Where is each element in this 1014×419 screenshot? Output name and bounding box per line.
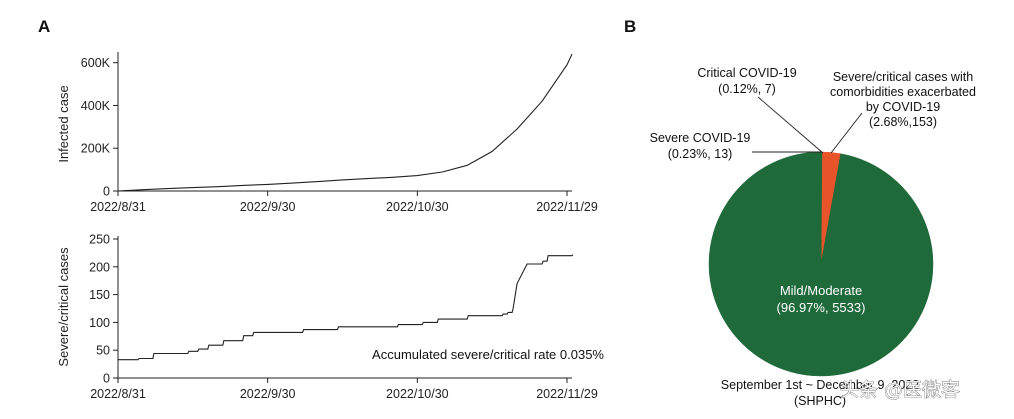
severe-y-tick-label: 150 — [89, 288, 110, 302]
comorbid-value: (2.68%,153) — [869, 115, 937, 129]
date-range-footnote: September 1st ~ December 9, 2022 — [721, 378, 919, 392]
severe-y-tick-label: 100 — [89, 316, 110, 330]
watermark-text: 头条 @医微客 — [840, 379, 960, 401]
comorbid-label-line-1: Severe/critical cases with — [833, 70, 973, 84]
comorbid-label-line-2: comorbidities exacerbated — [830, 85, 976, 99]
severe-cases-chart: 0 50 100 150 200 250 2022/8/31 2022/9/30 2022/1… — [56, 233, 604, 402]
infected-y-tick-label: 0 — [103, 185, 110, 199]
severe-y-ticks: 0 50 100 150 200 250 — [89, 233, 118, 386]
comorbid-label-line-3: by COVID-19 — [866, 100, 940, 114]
critical-label: Critical COVID-19 — [697, 66, 796, 80]
pie-slice-mild — [708, 151, 934, 377]
mild-label: Mild/Moderate — [780, 283, 862, 298]
severe-x-ticks: 2022/8/31 2022/9/30 2022/10/30 2022/11/29 — [90, 378, 598, 401]
infected-axes — [117, 52, 572, 192]
severe-x-tick-label: 2022/8/31 — [90, 387, 146, 401]
comorbid-leader-line — [830, 112, 863, 154]
infected-y-tick-label: 200K — [81, 142, 111, 156]
severe-y-label: Severe/critical cases — [56, 247, 71, 367]
panel-a-letter: A — [38, 17, 50, 36]
infected-x-tick-label: 2022/10/30 — [386, 200, 449, 214]
panel-b-letter: B — [624, 17, 636, 36]
infected-y-tick-label: 400K — [81, 99, 111, 113]
severe-y-tick-label: 250 — [89, 233, 110, 247]
infected-y-label: Infected case — [56, 85, 71, 162]
infected-y-ticks: 0 200K 400K 600K — [81, 56, 118, 199]
severe-series-line — [118, 254, 574, 361]
severe-x-tick-label: 2022/9/30 — [240, 387, 296, 401]
severe-x-tick-label: 2022/11/29 — [536, 387, 598, 401]
severe-label: Severe COVID-19 — [650, 131, 751, 145]
severe-y-tick-label: 200 — [89, 260, 110, 274]
pie-slices — [708, 151, 934, 377]
infected-x-tick-label: 2022/8/31 — [90, 200, 146, 214]
infected-x-tick-label: 2022/9/30 — [240, 200, 296, 214]
severe-value: (0.23%, 13) — [668, 147, 733, 161]
severity-pie-chart: Critical COVID-19 (0.12%, 7) Severe/crit… — [650, 66, 976, 408]
critical-leader-line — [757, 96, 824, 154]
infected-x-ticks: 2022/8/31 2022/9/30 2022/10/30 2022/11/29 — [90, 191, 598, 214]
severe-x-tick-label: 2022/10/30 — [386, 387, 449, 401]
infected-y-tick-label: 600K — [81, 56, 111, 70]
critical-value: (0.12%, 7) — [718, 82, 776, 96]
source-footnote: (SHPHC) — [794, 394, 846, 408]
infected-series-line — [117, 53, 573, 192]
severe-rate-annotation: Accumulated severe/critical rate 0.035% — [372, 347, 604, 362]
severe-y-tick-label: 0 — [103, 372, 110, 386]
infected-x-tick-label: 2022/11/29 — [536, 200, 598, 214]
severe-y-tick-label: 50 — [96, 344, 110, 358]
mild-value: (96.97%, 5533) — [777, 300, 866, 315]
infected-case-chart: 0 200K 400K 600K 2022/8/31 2022/9/30 2022/10/… — [56, 52, 598, 214]
